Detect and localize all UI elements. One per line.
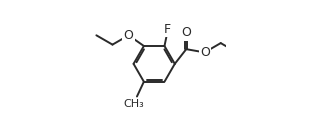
Text: O: O <box>200 46 210 59</box>
Text: F: F <box>164 23 171 36</box>
Text: O: O <box>124 29 134 42</box>
Text: CH₃: CH₃ <box>123 99 144 109</box>
Text: O: O <box>181 26 191 40</box>
